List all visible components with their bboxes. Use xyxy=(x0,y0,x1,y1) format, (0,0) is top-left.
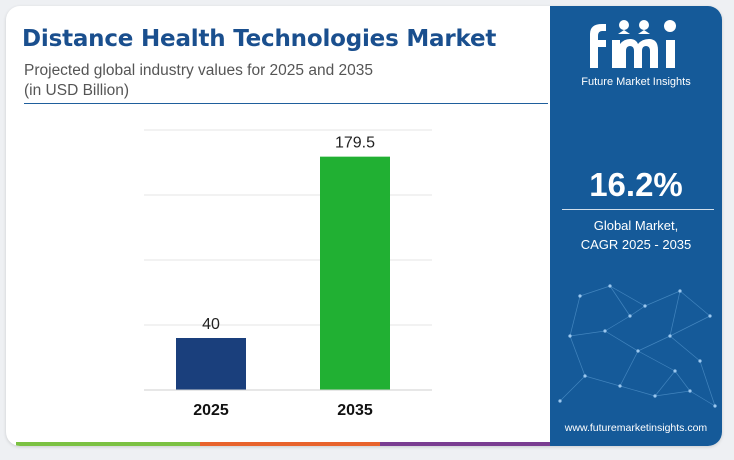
network-node xyxy=(568,334,572,338)
network-link xyxy=(669,335,701,362)
network-node xyxy=(636,349,640,353)
network-link xyxy=(609,285,631,317)
x-tick-label-2035: 2035 xyxy=(337,402,373,419)
network-node xyxy=(643,304,647,308)
sidebar-panel: Future Market Insights 16.2% Global Mark… xyxy=(550,6,722,446)
network-link xyxy=(609,285,646,307)
chart-subtitle: Projected global industry values for 202… xyxy=(24,61,373,101)
network-node xyxy=(673,369,677,373)
network-node xyxy=(608,284,612,288)
network-node xyxy=(713,404,717,408)
bar-chart: 40 2025 179.5 2035 xyxy=(144,129,432,419)
footer-color-bar xyxy=(16,442,550,446)
network-link xyxy=(619,350,639,387)
network-node xyxy=(618,384,622,388)
subtitle-line-2: (in USD Billion) xyxy=(24,82,130,99)
subtitle-line-1: Projected global industry values for 202… xyxy=(24,62,373,79)
bar-2035 xyxy=(320,156,390,390)
title-divider xyxy=(24,103,548,104)
network-link xyxy=(669,290,681,337)
network-link xyxy=(559,375,586,402)
chart-title: Distance Health Technologies Market xyxy=(22,26,497,52)
cagr-label-line-1: Global Market, xyxy=(593,218,679,233)
network-link xyxy=(654,370,676,397)
network-node xyxy=(578,294,582,298)
network-node xyxy=(688,389,692,393)
cagr-value: 16.2% xyxy=(589,166,683,203)
network-link xyxy=(637,350,676,372)
network-link xyxy=(679,290,711,317)
network-link xyxy=(604,315,631,332)
network-link xyxy=(619,385,656,397)
data-label-2025: 40 xyxy=(202,316,220,333)
network-link xyxy=(689,390,716,407)
network-link xyxy=(584,375,621,387)
network-node xyxy=(583,374,587,378)
x-tick-label-2025: 2025 xyxy=(193,402,229,419)
cagr-label-line-2: CAGR 2025 - 2035 xyxy=(580,237,692,252)
network-node xyxy=(708,314,712,318)
network-link xyxy=(669,315,711,337)
cagr-divider xyxy=(562,209,714,210)
footer-segment-green xyxy=(16,442,200,446)
network-link xyxy=(674,370,691,392)
network-link xyxy=(579,285,611,297)
network-node xyxy=(698,359,702,363)
website-url: www.futuremarketinsights.com xyxy=(564,422,708,434)
network-node xyxy=(668,334,672,338)
network-link xyxy=(604,330,639,352)
network-node xyxy=(603,329,607,333)
network-link xyxy=(569,330,606,337)
network-link xyxy=(569,295,581,337)
infographic-card: Distance Health Technologies Market Proj… xyxy=(6,6,722,446)
network-node xyxy=(628,314,632,318)
bar-2025 xyxy=(176,338,246,390)
network-link xyxy=(629,305,646,317)
network-link xyxy=(569,335,586,377)
network-link xyxy=(699,360,716,407)
network-link xyxy=(654,390,691,397)
network-node xyxy=(653,394,657,398)
footer-segment-orange xyxy=(200,442,380,446)
network-node xyxy=(558,399,562,403)
network-graphic xyxy=(558,284,717,408)
network-link xyxy=(644,290,681,307)
fmi-logo-icon xyxy=(590,20,676,68)
footer-segment-purple xyxy=(380,442,550,446)
network-node xyxy=(678,289,682,293)
network-link xyxy=(637,335,671,352)
data-label-2035: 179.5 xyxy=(335,135,375,152)
logo-caption: Future Market Insights xyxy=(581,76,691,88)
